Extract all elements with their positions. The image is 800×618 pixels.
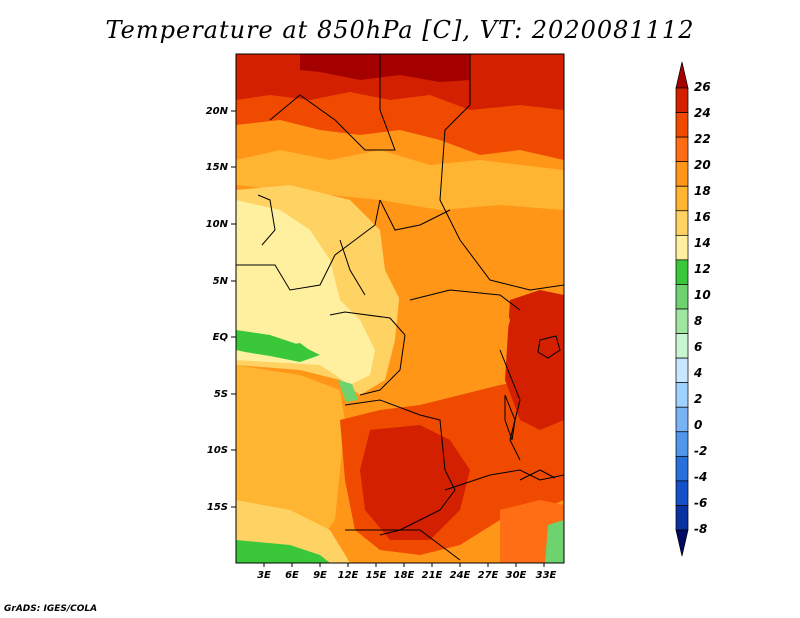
- lon-tick-label: 21E: [422, 570, 443, 581]
- colorbar-swatch: [675, 382, 689, 408]
- zone-sahara-core: [300, 54, 470, 82]
- colorbar-swatch: [675, 480, 689, 506]
- lat-ticks-marks: [231, 110, 236, 508]
- colorbar-swatch: [675, 161, 689, 187]
- colorbar-swatch: [675, 455, 689, 482]
- zone-congo-basin: [395, 280, 510, 385]
- colorbar-swatch: [675, 112, 689, 138]
- colorbar-swatch: [675, 87, 689, 113]
- lon-tick-label: 12E: [338, 570, 359, 581]
- lat-tick-label: 5N: [213, 276, 229, 287]
- lat-tick-label: EQ: [213, 332, 229, 343]
- colorbar-label: 24: [694, 106, 711, 120]
- colorbar-swatches: [675, 61, 689, 557]
- lon-tick-label: 27E: [478, 570, 499, 581]
- colorbar-label: 22: [694, 132, 711, 146]
- country-borders: [236, 54, 564, 561]
- zone-south-atlantic: [236, 365, 345, 540]
- colorbar-swatch: [675, 284, 689, 310]
- colorbar-swatch: [675, 406, 689, 433]
- colorbar-swatch: [675, 210, 689, 236]
- temperature-field: [236, 54, 564, 563]
- colorbar-swatch: [675, 185, 689, 212]
- lon-tick-label: 30E: [506, 570, 527, 581]
- colorbar-swatch: [675, 333, 689, 359]
- colorbar-label: 8: [694, 314, 702, 328]
- colorbar-label: 18: [694, 184, 711, 198]
- lat-tick-label: 10N: [206, 219, 229, 230]
- colorbar-swatch: [675, 308, 689, 334]
- lat-axis: 20N 15N 10N 5N EQ 5S 10S 15S: [206, 106, 236, 513]
- lon-tick-label: 6E: [285, 570, 299, 581]
- zone-angola-hottest: [360, 425, 470, 540]
- lat-tick-label: 5S: [214, 389, 228, 400]
- zone-sw-green: [236, 540, 330, 563]
- colorbar-label: -2: [694, 444, 707, 458]
- colorbar-label: 16: [694, 210, 711, 224]
- lat-tick-label: 10S: [207, 445, 228, 456]
- lat-tick-label: 20N: [206, 106, 229, 117]
- zone-green-patch-1: [284, 343, 312, 358]
- lon-tick-label: 15E: [366, 570, 387, 581]
- colorbar-label: 4: [693, 366, 702, 380]
- zone-green-patch-2: [338, 380, 358, 402]
- colorbar-swatch: [675, 259, 689, 285]
- lat-tick-label: 15S: [207, 502, 228, 513]
- colorbar-swatch: [675, 234, 689, 261]
- lon-axis: 3E 6E 9E 12E 15E 18E 21E 24E 27E 30E 33E: [257, 563, 557, 581]
- colorbar-label: -4: [694, 470, 707, 484]
- chart-title: Temperature at 850hPa [C], VT: 202008111…: [105, 16, 695, 44]
- zone-rift-hot: [505, 290, 564, 430]
- zone-sahel: [236, 150, 564, 210]
- colorbar-top-arrow: [675, 61, 689, 89]
- grads-credit: GrADS: IGES/COLA: [4, 604, 98, 614]
- lon-tick-label: 3E: [257, 570, 271, 581]
- colorbar-swatch: [675, 357, 689, 384]
- lon-tick-label: 24E: [450, 570, 471, 581]
- colorbar-label: 6: [694, 340, 702, 354]
- colorbar-label: 20: [694, 158, 711, 172]
- colorbar-label: 26: [694, 80, 711, 94]
- colorbar-label: 0: [694, 418, 702, 432]
- lon-tick-label: 33E: [536, 570, 557, 581]
- lat-tick-label: 15N: [206, 162, 229, 173]
- colorbar-swatch: [675, 505, 689, 531]
- lon-ticks-marks: [263, 563, 545, 567]
- colorbar-label: 10: [694, 288, 711, 302]
- lon-tick-label: 18E: [394, 570, 415, 581]
- colorbar-swatch: [675, 431, 689, 457]
- colorbar-label: 2: [694, 392, 702, 406]
- zone-se-green: [545, 520, 564, 563]
- map-frame: [235, 53, 565, 564]
- colorbar-label: -6: [694, 496, 707, 510]
- lakes: [504, 335, 561, 481]
- colorbar-label: -8: [694, 522, 707, 536]
- colorbar-label: 14: [694, 236, 711, 250]
- lon-tick-label: 9E: [313, 570, 327, 581]
- colorbar-label: 12: [694, 262, 711, 276]
- colorbar: 26 24 22 20 18 16 14 12 10 8 6 4 2 0 -2 …: [675, 61, 711, 557]
- colorbar-bottom-arrow: [675, 529, 689, 557]
- colorbar-swatch: [675, 136, 689, 163]
